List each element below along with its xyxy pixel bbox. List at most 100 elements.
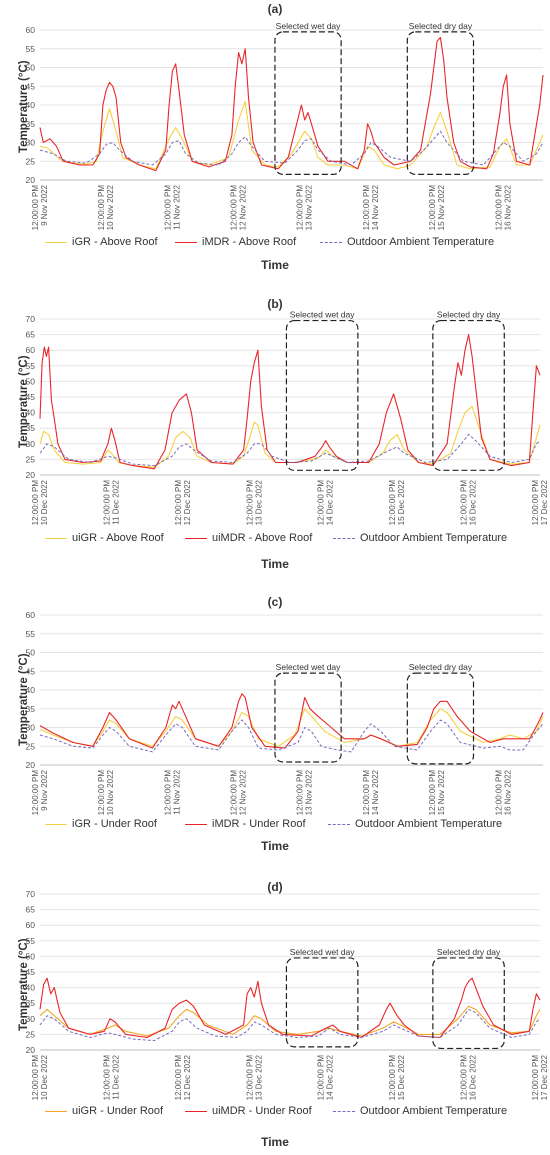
y-tick-label: 45 [26,81,36,91]
x-tick-label: 12:00:00 PM 15 Dec 2022 [388,479,406,525]
legend-label: Outdoor Ambient Temperature [360,532,508,544]
legend: iGR - Under Roof iMDR - Under Roof Outdo… [0,818,550,834]
series-line [39,334,541,470]
x-tick-date: 14 Nov 2022 [371,184,380,230]
x-tick-date: 14 Nov 2022 [371,769,380,815]
y-tick-label: 35 [26,704,36,714]
y-tick-label: 40 [26,408,36,418]
x-tick-label: 12:00:00 PM 10 Nov 2022 [97,769,115,815]
x-tick-label: 12:00:00 PM 11 Nov 2022 [163,769,181,815]
series-line [39,693,544,749]
y-tick-label: 45 [26,967,36,977]
legend-swatch [45,1110,67,1112]
y-tick-label: 25 [26,1029,36,1039]
selection-box-label: Selected dry day [437,310,501,320]
x-tick-date: 16 Nov 2022 [503,769,512,815]
chart-panel-c: (c) Temperature (°C) 20 25 30 35 40 45 50 55 60 1… [0,585,550,870]
y-tick-label: 30 [26,723,36,733]
x-tick-time: 12:00:00 PM [102,1055,111,1101]
y-tick-label: 50 [26,648,36,658]
legend-swatch [185,537,207,539]
y-tick-label: 50 [26,376,36,386]
x-tick-label: 12:00:00 PM 13 Dec 2022 [245,1054,263,1100]
y-tick-label: 55 [26,936,36,946]
series-line [39,405,541,468]
x-tick-label: 12:00:00 PM 14 Dec 2022 [317,479,335,525]
x-tick-time: 12:00:00 PM [388,1055,397,1101]
x-tick-date: 11 Dec 2022 [111,479,120,524]
y-tick-label: 60 [26,25,36,35]
y-tick-label: 50 [26,951,36,961]
series-line [39,977,541,1039]
legend-item: iMDR - Above Roof [175,236,296,248]
x-tick-time: 12:00:00 PM [163,185,172,231]
x-tick-time: 12:00:00 PM [296,185,305,231]
x-tick-time: 12:00:00 PM [317,1055,326,1101]
x-tick-time: 12:00:00 PM [97,770,106,816]
y-tick-label: 55 [26,44,36,54]
selection-box-label: Selected wet day [290,310,355,320]
x-tick-label: 12:00:00 PM 16 Nov 2022 [494,184,512,230]
x-tick-label: 12:00:00 PM 12 Nov 2022 [230,184,248,230]
x-tick-date: 15 Nov 2022 [437,184,446,230]
legend-swatch [185,823,207,825]
x-axis-label: Time [261,1135,289,1149]
y-tick-label: 30 [26,439,36,449]
x-tick-time: 12:00:00 PM [362,185,371,231]
legend-label: Outdoor Ambient Temperature [347,236,495,248]
legend-swatch [320,241,342,243]
x-tick-time: 12:00:00 PM [102,480,111,526]
y-tick-label: 60 [26,345,36,355]
y-tick-label: 60 [26,920,36,930]
x-tick-label: 12:00:00 PM 12 Dec 2022 [174,1054,192,1100]
x-tick-time: 12:00:00 PM [531,1055,540,1101]
selection-box [432,319,505,471]
y-tick-label: 65 [26,905,36,915]
legend-label: iMDR - Above Roof [202,236,297,248]
selection-box [432,957,505,1050]
y-tick-label: 55 [26,629,36,639]
x-tick-time: 12:00:00 PM [31,185,40,231]
x-tick-time: 12:00:00 PM [460,480,469,526]
x-tick-date: 9 Nov 2022 [40,184,49,225]
series-line [39,36,544,172]
x-tick-time: 12:00:00 PM [174,480,183,526]
legend-swatch [333,537,355,539]
x-tick-label: 12:00:00 PM 13 Nov 2022 [296,769,314,815]
x-tick-date: 15 Dec 2022 [397,479,406,525]
x-tick-time: 12:00:00 PM [31,1055,40,1101]
x-tick-label: 12:00:00 PM 10 Dec 2022 [31,1054,49,1100]
legend-item: Outdoor Ambient Temperature [328,818,502,830]
series-line [39,1005,541,1037]
legend-label: uiMDR - Above Roof [212,532,313,544]
x-tick-label: 12:00:00 PM 14 Nov 2022 [362,184,380,230]
x-tick-label: 12:00:00 PM 11 Dec 2022 [102,479,120,525]
x-tick-date: 13 Dec 2022 [254,479,263,525]
x-tick-label: 12:00:00 PM 14 Dec 2022 [317,1054,335,1100]
series-line [39,130,544,166]
legend-item: Outdoor Ambient Temperature [320,236,494,248]
x-tick-date: 16 Dec 2022 [469,1054,478,1100]
y-tick-label: 35 [26,423,36,433]
legend-label: iMDR - Under Roof [212,818,306,830]
series-line [39,100,544,170]
x-tick-label: 12:00:00 PM 16 Dec 2022 [460,1054,478,1100]
x-tick-time: 12:00:00 PM [174,1055,183,1101]
x-tick-time: 12:00:00 PM [494,185,503,231]
legend-item: Outdoor Ambient Temperature [333,532,507,544]
panel-label: (a) [267,2,283,16]
x-tick-label: 12:00:00 PM 14 Nov 2022 [362,769,380,815]
legend-item: uiGR - Under Roof [45,1105,163,1117]
legend-item: Outdoor Ambient Temperature [333,1105,507,1117]
x-axis-label: Time [261,557,289,571]
x-tick-date: 11 Dec 2022 [111,1054,120,1099]
x-tick-label: 12:00:00 PM 15 Nov 2022 [428,769,446,815]
x-tick-time: 12:00:00 PM [460,1055,469,1101]
selection-box [274,672,342,763]
x-tick-label: 12:00:00 PM 15 Dec 2022 [388,1054,406,1100]
x-tick-date: 10 Dec 2022 [40,1054,49,1100]
selection-box [406,31,475,175]
y-tick-label: 25 [26,156,36,166]
